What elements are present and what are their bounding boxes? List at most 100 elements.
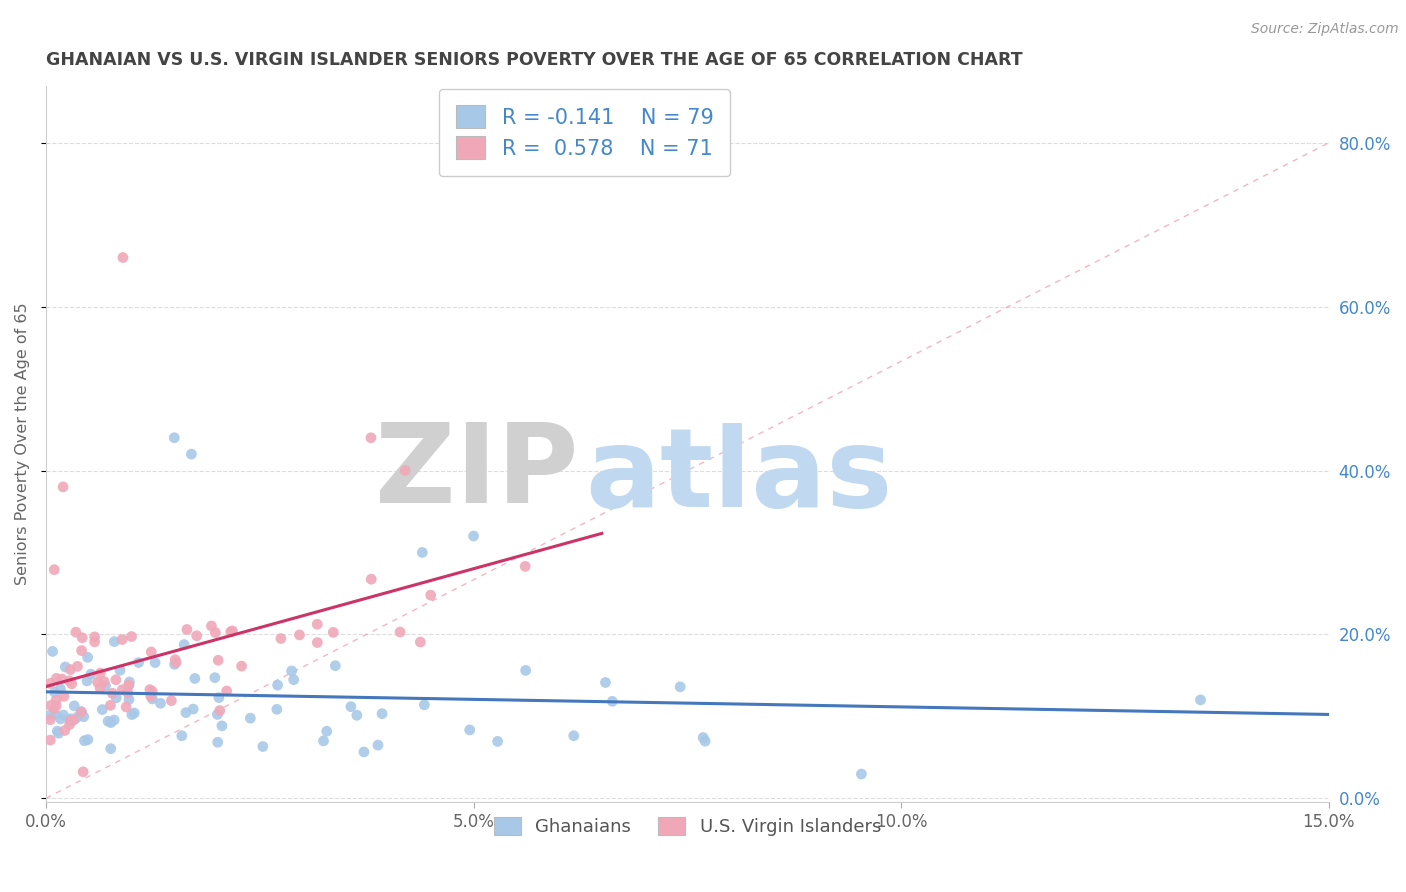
Point <box>103 713 125 727</box>
Point <box>52 708 75 723</box>
Point <box>48 726 70 740</box>
Point <box>39 676 62 690</box>
Point <box>91 702 114 716</box>
Point <box>141 645 163 659</box>
Point <box>111 632 134 647</box>
Point <box>239 711 262 725</box>
Point <box>115 700 138 714</box>
Point <box>280 664 302 678</box>
Point <box>100 698 122 713</box>
Point <box>52 480 75 494</box>
Point <box>283 673 305 687</box>
Point <box>208 704 231 718</box>
Point <box>58 673 80 688</box>
Point <box>93 674 115 689</box>
Point <box>186 629 208 643</box>
Point <box>118 678 141 692</box>
Point <box>58 717 80 731</box>
Point <box>207 735 229 749</box>
Point <box>49 681 72 696</box>
Point <box>41 644 63 658</box>
Point <box>103 634 125 648</box>
Point <box>104 673 127 687</box>
Point <box>121 707 143 722</box>
Point <box>595 675 617 690</box>
Point <box>53 660 76 674</box>
Legend: Ghanaians, U.S. Virgin Islanders: Ghanaians, U.S. Virgin Islanders <box>486 810 889 844</box>
Point <box>111 251 134 265</box>
Point <box>515 664 537 678</box>
Point <box>695 734 717 748</box>
Point <box>73 709 96 723</box>
Point <box>97 714 120 729</box>
Point <box>44 701 66 715</box>
Point <box>307 635 329 649</box>
Point <box>121 630 143 644</box>
Point <box>231 659 253 673</box>
Point <box>208 690 231 705</box>
Point <box>141 692 163 706</box>
Point <box>45 698 67 713</box>
Point <box>165 656 187 670</box>
Point <box>174 706 197 720</box>
Y-axis label: Seniors Poverty Over the Age of 65: Seniors Poverty Over the Age of 65 <box>15 302 30 585</box>
Point <box>51 672 73 686</box>
Point <box>44 707 66 722</box>
Point <box>204 625 226 640</box>
Text: GHANAIAN VS U.S. VIRGIN ISLANDER SENIORS POVERTY OVER THE AGE OF 65 CORRELATION : GHANAIAN VS U.S. VIRGIN ISLANDER SENIORS… <box>46 51 1022 69</box>
Point <box>266 678 288 692</box>
Point <box>39 708 62 723</box>
Point <box>45 693 67 707</box>
Point <box>70 631 93 645</box>
Point <box>346 708 368 723</box>
Point <box>149 696 172 710</box>
Point <box>409 635 432 649</box>
Point <box>252 739 274 754</box>
Point <box>39 698 62 713</box>
Point <box>73 733 96 747</box>
Point <box>45 672 67 686</box>
Point <box>53 723 76 738</box>
Point <box>100 715 122 730</box>
Point <box>59 663 82 677</box>
Point <box>143 656 166 670</box>
Point <box>181 702 204 716</box>
Point <box>180 447 202 461</box>
Point <box>163 431 186 445</box>
Point <box>62 713 84 727</box>
Point <box>72 764 94 779</box>
Point <box>118 692 141 706</box>
Point <box>49 712 72 726</box>
Point <box>219 624 242 639</box>
Point <box>851 767 873 781</box>
Point <box>411 545 433 559</box>
Point <box>94 679 117 693</box>
Point <box>139 682 162 697</box>
Point <box>692 731 714 745</box>
Point <box>108 663 131 677</box>
Point <box>80 667 103 681</box>
Point <box>371 706 394 721</box>
Text: ZIP: ZIP <box>375 419 578 526</box>
Point <box>76 673 98 688</box>
Point <box>160 693 183 707</box>
Point <box>515 559 537 574</box>
Point <box>315 724 337 739</box>
Point <box>458 723 481 737</box>
Point <box>389 625 412 640</box>
Point <box>105 690 128 705</box>
Point <box>211 719 233 733</box>
Point <box>141 684 163 698</box>
Point <box>39 713 62 727</box>
Point <box>60 677 83 691</box>
Point <box>59 714 82 728</box>
Point <box>270 632 292 646</box>
Point <box>312 734 335 748</box>
Point <box>139 690 162 704</box>
Point <box>266 702 288 716</box>
Point <box>562 729 585 743</box>
Point <box>600 694 623 708</box>
Point <box>221 624 243 638</box>
Point <box>101 686 124 700</box>
Point <box>367 738 389 752</box>
